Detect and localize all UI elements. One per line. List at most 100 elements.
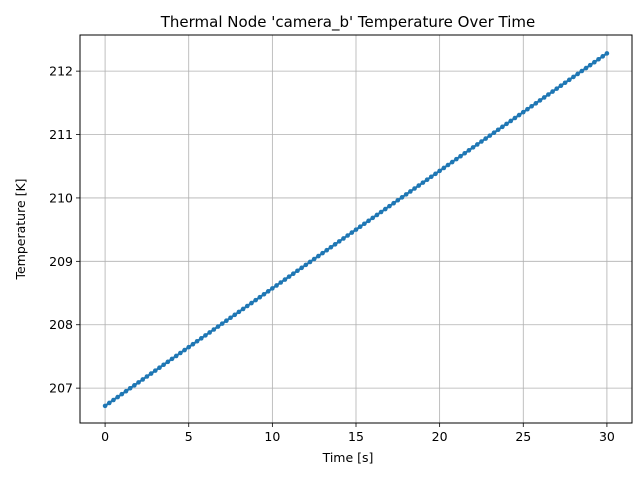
data-point xyxy=(270,286,275,291)
data-point xyxy=(161,362,166,368)
data-point xyxy=(554,86,560,91)
data-point xyxy=(228,315,233,321)
data-point xyxy=(115,394,120,400)
y-tick-label: 207 xyxy=(49,381,73,396)
data-point xyxy=(357,224,363,229)
data-point xyxy=(449,159,455,165)
data-point xyxy=(148,371,154,376)
data-point xyxy=(207,330,212,335)
series-temperature xyxy=(102,51,610,409)
data-point xyxy=(152,368,158,373)
data-point xyxy=(500,124,505,130)
data-point xyxy=(529,103,534,109)
data-point xyxy=(144,374,150,379)
data-point xyxy=(186,344,192,350)
y-axis-label: Temperature [K] xyxy=(13,178,28,280)
data-point xyxy=(102,403,108,409)
data-point xyxy=(382,206,388,212)
data-point xyxy=(345,233,350,238)
data-point xyxy=(462,150,468,156)
data-point xyxy=(328,244,334,250)
data-point xyxy=(558,83,564,88)
data-point xyxy=(224,318,229,324)
data-point xyxy=(596,56,601,62)
x-tick-label: 30 xyxy=(599,429,615,444)
data-point xyxy=(316,253,321,259)
data-point xyxy=(132,383,137,388)
data-point xyxy=(592,59,597,65)
data-point xyxy=(190,341,196,347)
data-point xyxy=(194,338,200,344)
data-point xyxy=(508,118,514,124)
data-point xyxy=(428,174,434,180)
data-point xyxy=(203,333,208,338)
y-tick-label: 210 xyxy=(49,190,73,205)
data-point xyxy=(106,400,112,406)
data-point xyxy=(311,256,317,262)
x-tick-label: 0 xyxy=(101,429,109,444)
data-point xyxy=(520,109,526,115)
data-point xyxy=(391,200,396,206)
data-point xyxy=(253,297,258,303)
data-point xyxy=(416,183,422,188)
data-point xyxy=(244,303,250,309)
x-tick-label: 20 xyxy=(432,429,448,444)
data-point xyxy=(403,192,409,197)
x-tick-label: 25 xyxy=(515,429,531,444)
data-point xyxy=(303,262,309,268)
data-point xyxy=(362,221,367,227)
data-point xyxy=(600,54,606,59)
data-point xyxy=(491,130,497,135)
data-point xyxy=(583,65,589,71)
data-point xyxy=(336,239,342,244)
data-point xyxy=(332,242,338,247)
data-point xyxy=(579,68,585,74)
data-point xyxy=(575,71,580,77)
data-point xyxy=(550,89,555,94)
data-point xyxy=(249,300,254,306)
data-point xyxy=(604,51,610,56)
data-point xyxy=(265,289,271,294)
data-point xyxy=(433,171,438,177)
data-point xyxy=(290,271,296,277)
data-point xyxy=(516,112,522,118)
x-tick-label: 10 xyxy=(264,429,280,444)
data-point xyxy=(295,268,300,274)
data-point xyxy=(495,127,501,133)
y-tick-label: 208 xyxy=(49,317,73,332)
data-point xyxy=(541,95,547,100)
chart-title: Thermal Node 'camera_b' Temperature Over… xyxy=(160,13,535,32)
data-point xyxy=(136,380,141,385)
data-point xyxy=(566,77,572,83)
data-point xyxy=(307,259,313,265)
data-point xyxy=(261,291,267,297)
data-point xyxy=(408,189,413,194)
data-point xyxy=(420,180,426,185)
data-point xyxy=(119,391,125,397)
data-point xyxy=(320,250,325,256)
data-point xyxy=(466,148,472,153)
data-point xyxy=(483,136,488,141)
y-tick-label: 211 xyxy=(49,127,73,142)
data-point xyxy=(111,397,116,403)
data-point xyxy=(458,153,463,159)
data-point xyxy=(324,247,330,253)
data-point xyxy=(387,203,392,209)
data-point xyxy=(399,195,405,200)
data-point xyxy=(441,165,447,171)
x-axis-ticks: 0 5 10 15 20 25 30 xyxy=(101,423,615,444)
data-point xyxy=(366,218,371,224)
data-point xyxy=(140,377,146,382)
data-point xyxy=(562,80,568,86)
data-point xyxy=(219,321,225,326)
data-point xyxy=(286,274,292,279)
data-point xyxy=(424,177,430,182)
data-point xyxy=(127,385,133,391)
data-point xyxy=(232,312,238,318)
data-point xyxy=(157,365,162,371)
data-point xyxy=(165,359,171,365)
data-point xyxy=(546,92,551,97)
data-point xyxy=(474,142,480,147)
data-point xyxy=(169,356,175,362)
